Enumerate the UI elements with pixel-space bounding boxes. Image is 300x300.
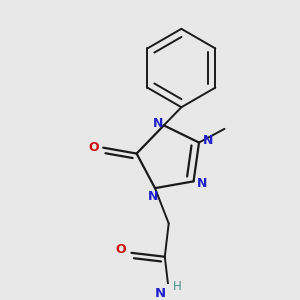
Text: N: N xyxy=(153,117,163,130)
Polygon shape xyxy=(145,290,169,300)
Text: N: N xyxy=(148,190,158,203)
Text: N: N xyxy=(202,134,213,147)
Text: H: H xyxy=(173,280,182,293)
Text: N: N xyxy=(197,177,207,190)
Text: O: O xyxy=(115,243,126,256)
Text: N: N xyxy=(154,287,166,300)
Text: O: O xyxy=(88,141,99,154)
